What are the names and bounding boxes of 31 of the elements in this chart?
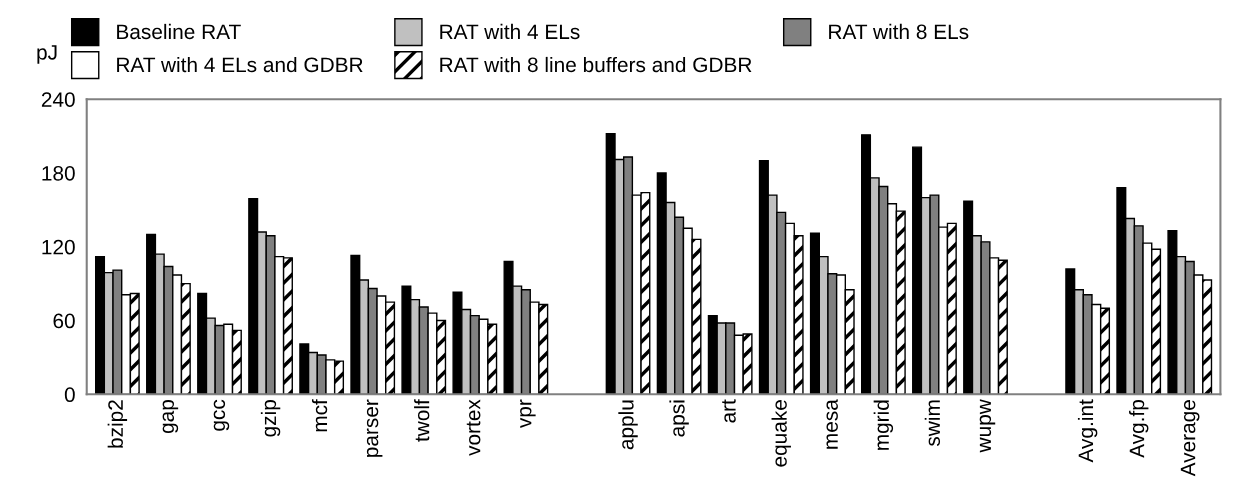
y-tick-label: 180 <box>42 165 75 181</box>
x-tick-label: Avg.fp <box>1129 400 1149 458</box>
x-tick-label: twolf <box>414 399 430 442</box>
x-tick-label: mgrid <box>873 400 894 450</box>
x-tick-label: bzip2 <box>107 400 128 448</box>
x-tick-label: apsi <box>669 400 689 437</box>
x-tick-label: vortex <box>466 399 481 456</box>
legend-label: Baseline RAT <box>117 23 241 40</box>
legend-label: RAT with 8 line buffers and GDBR <box>440 56 752 73</box>
x-tick-label: parser <box>366 399 383 457</box>
x-tick-label: gzip <box>260 400 281 437</box>
x-tick-label: vpr <box>520 399 536 429</box>
y-tick-label: 60 <box>53 313 75 329</box>
x-tick-label: mcf <box>311 399 328 432</box>
x-tick-label: mesa <box>826 399 838 449</box>
x-tick-label: wupw <box>979 399 996 453</box>
y-axis-title: pJ <box>37 45 57 64</box>
y-tick-label: 240 <box>41 92 75 107</box>
x-tick-label: applu <box>618 400 638 450</box>
x-tick-label: Avg.int <box>1077 399 1098 463</box>
x-tick-label: art <box>722 399 736 423</box>
x-tick-label: gap <box>162 400 179 434</box>
x-tick-label: swim <box>924 400 941 447</box>
x-tick-label: Average <box>1180 400 1200 477</box>
legend-label: RAT with 8 ELs <box>829 23 969 40</box>
x-tick-label: equake <box>771 400 791 467</box>
legend-label: RAT with 4 ELs and GDBR <box>117 56 363 73</box>
x-tick-label: gcc <box>213 399 230 431</box>
y-tick-label: 0 <box>64 387 75 403</box>
y-tick-label: 120 <box>42 239 75 255</box>
legend-label: RAT with 4 ELs <box>440 23 580 40</box>
